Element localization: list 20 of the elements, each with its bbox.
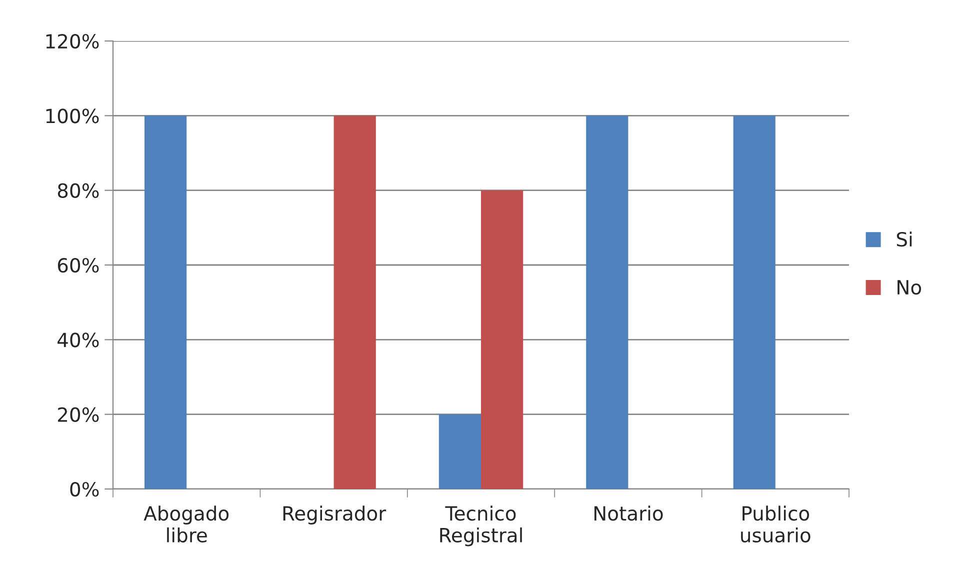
x-tick-label: Publico usuario [741,506,810,542]
legend-label: No [898,280,922,295]
y-tick-label: 80% [58,183,99,198]
bar [438,414,481,489]
bar [144,116,187,489]
bar [334,116,376,489]
x-tick-label: Notario [594,506,663,521]
y-tick-label: 60% [58,258,99,273]
bar [586,116,628,489]
y-tick-label: 100% [46,108,99,124]
x-tick-label: Abogado libre [144,506,229,542]
y-tick-label: 20% [58,407,99,422]
bar [733,116,776,489]
bar [481,190,524,489]
y-tick-label: 40% [58,332,99,348]
y-tick-label: 120% [46,34,99,49]
y-tick-label: 0% [70,482,99,497]
x-tick-label: Regisrador [283,506,386,524]
legend-label: Si [896,232,912,247]
x-tick-label: Tecnico Registral [440,506,522,546]
